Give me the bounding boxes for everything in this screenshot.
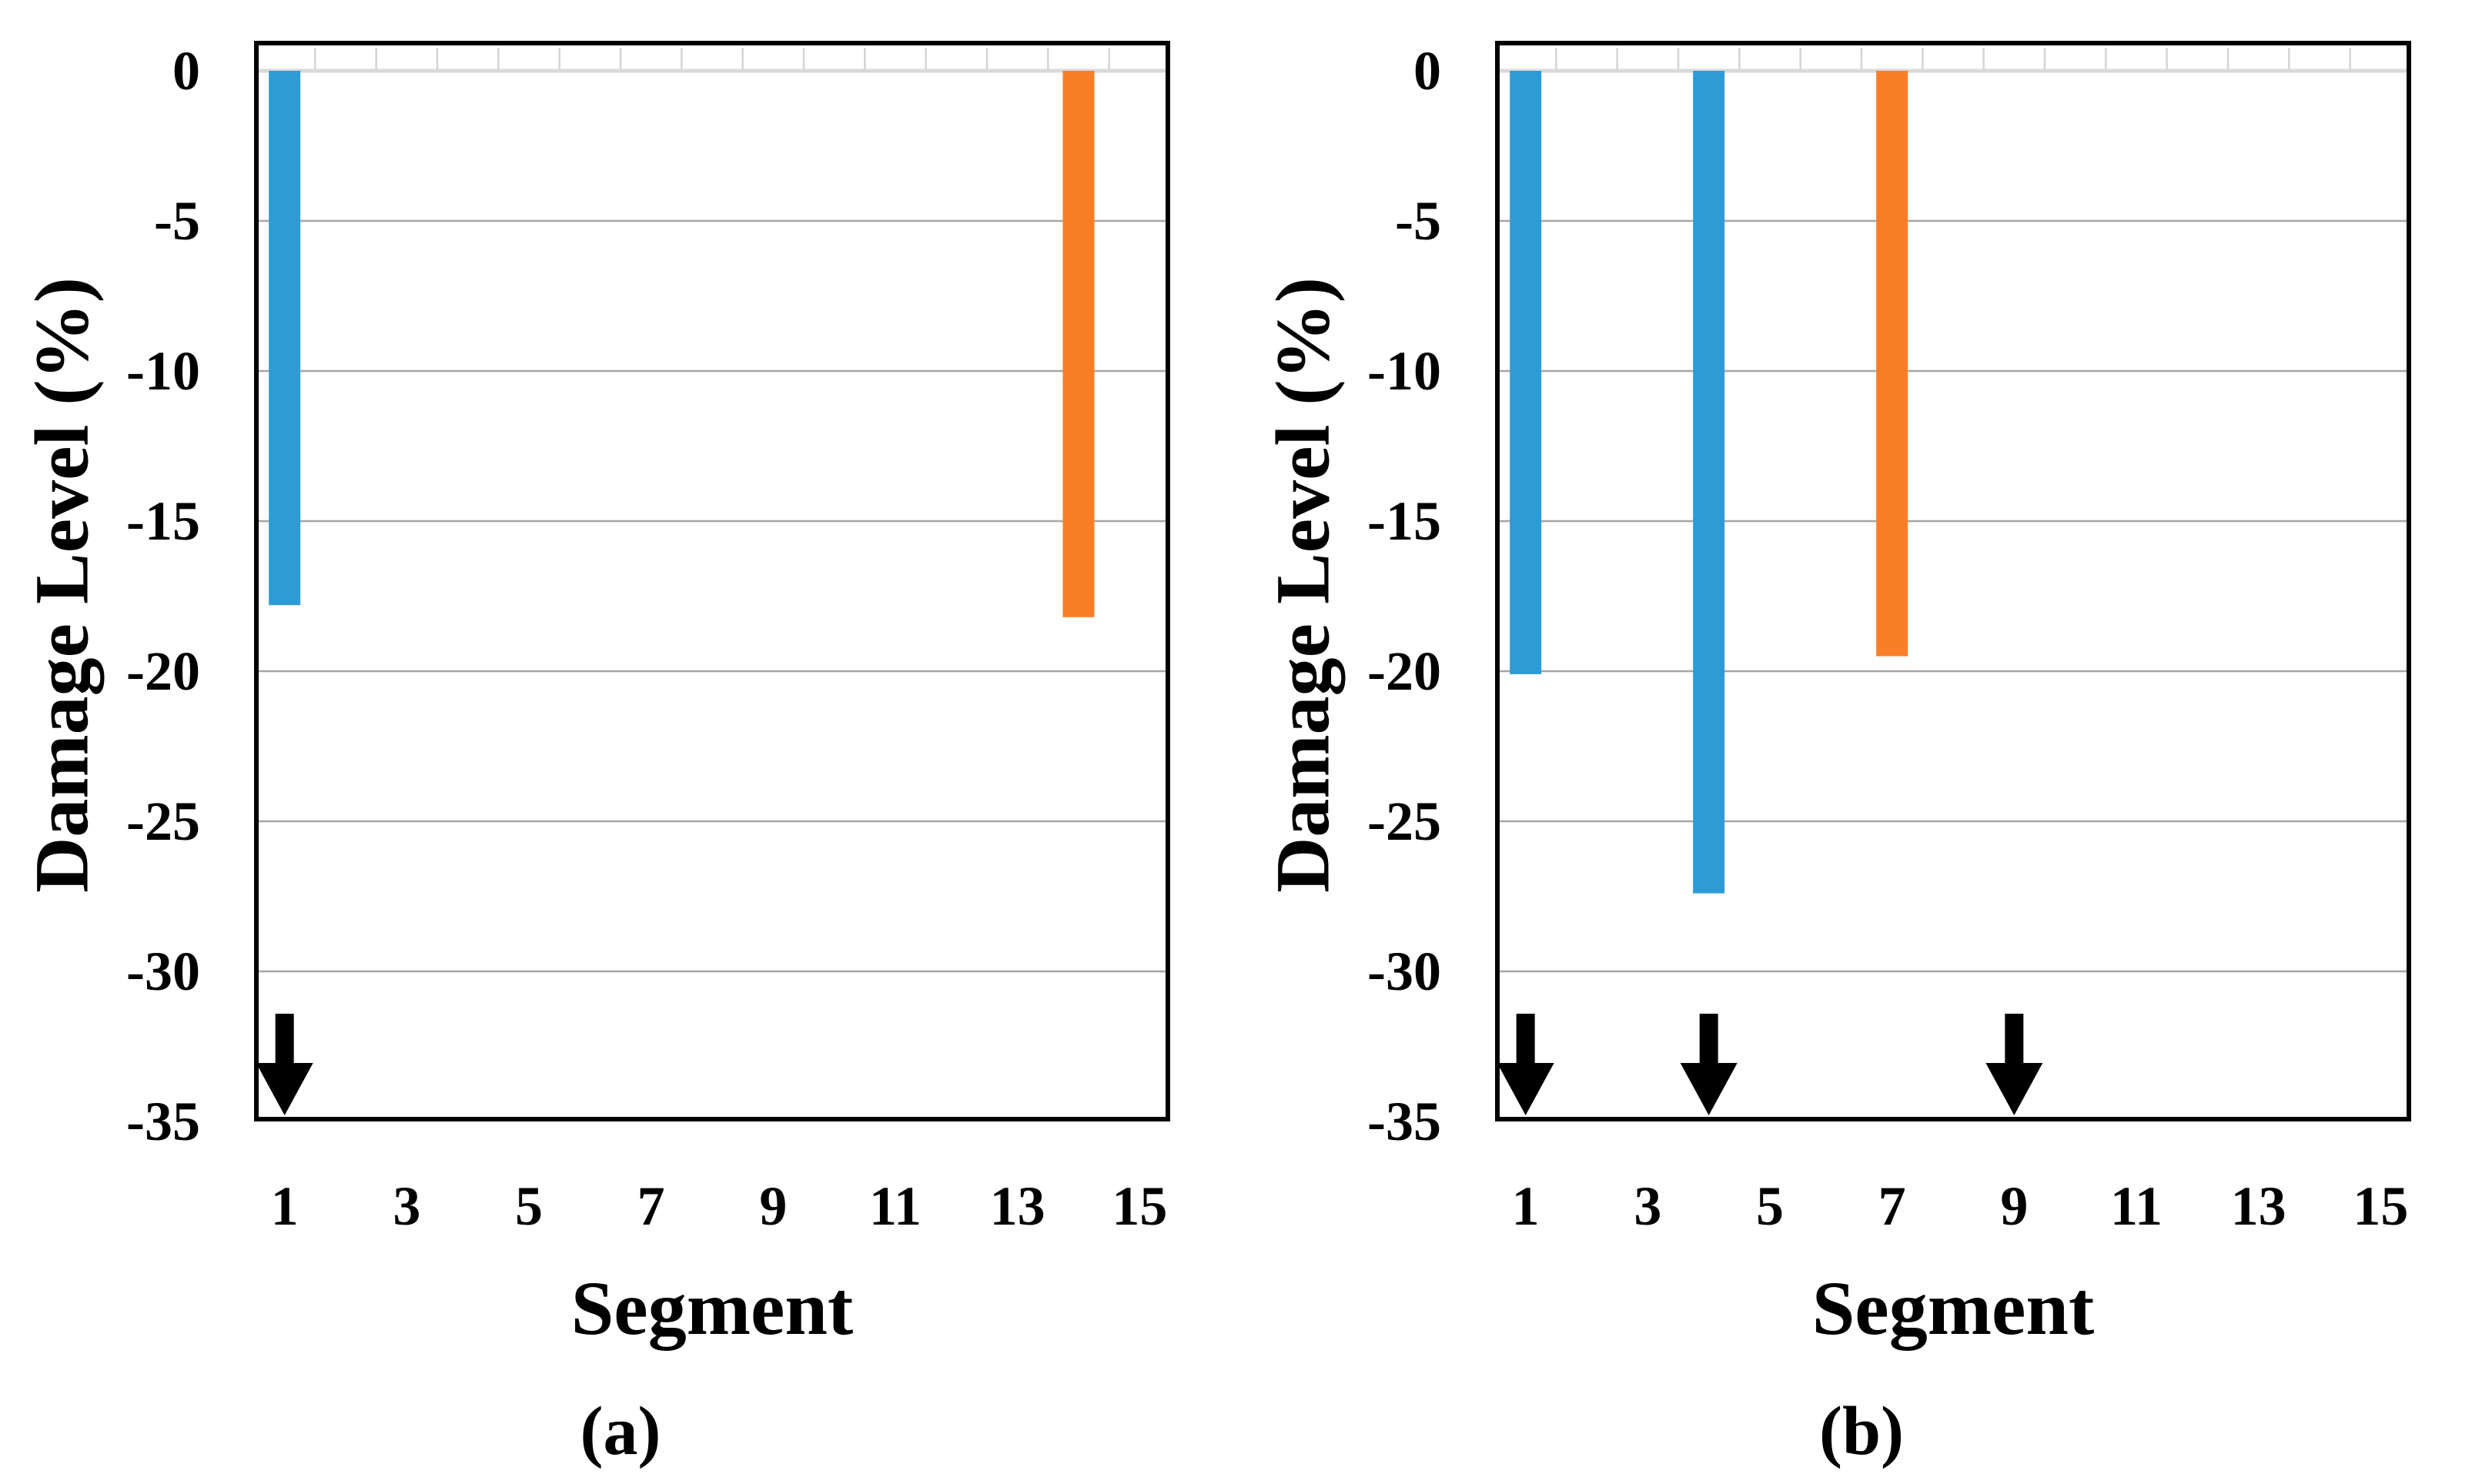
x-tick-label: 11 bbox=[868, 1175, 922, 1237]
damage-bar-segment-1 bbox=[1510, 71, 1542, 674]
plot-border bbox=[254, 41, 1170, 1121]
y-tick-label: -30 bbox=[126, 941, 200, 1002]
damage-arrow-segment-9 bbox=[1985, 1014, 2043, 1115]
x-tick-label: 15 bbox=[1112, 1175, 1168, 1237]
x-tick-label: 13 bbox=[2230, 1175, 2286, 1237]
x-tick-label: 5 bbox=[515, 1175, 543, 1237]
y-tick-label: -20 bbox=[1367, 640, 1441, 702]
plot-area bbox=[254, 41, 1170, 1121]
y-tick-label: -35 bbox=[1367, 1091, 1441, 1152]
x-axis-title: Segment bbox=[570, 1265, 854, 1351]
y-axis-tick-labels: 0 -5 -10 -15 -20 -25 -30 -35 bbox=[0, 40, 231, 1151]
x-axis-tick-labels: 1 3 5 7 9 11 13 15 bbox=[254, 1171, 1170, 1241]
chart-panel-b: Damage Level (%) 0 -5 -10 -15 -20 -25 -30 -35 1… bbox=[1241, 0, 2482, 1484]
y-tick-label: -15 bbox=[1367, 490, 1441, 552]
y-tick-label: -10 bbox=[1367, 340, 1441, 402]
y-tick-label: -5 bbox=[154, 190, 200, 252]
y-tick-label: -35 bbox=[126, 1091, 200, 1152]
y-tick-label: -25 bbox=[126, 790, 200, 852]
y-tick-label: -30 bbox=[1367, 941, 1441, 1002]
damage-bar-segment-4 bbox=[1693, 71, 1725, 894]
panel-caption: (b) bbox=[1819, 1393, 1904, 1469]
damage-bar-segment-7 bbox=[1876, 71, 1908, 657]
plot-border bbox=[1495, 41, 2411, 1121]
x-tick-label: 7 bbox=[1878, 1175, 1906, 1237]
y-axis-tick-labels: 0 -5 -10 -15 -20 -25 -30 -35 bbox=[1241, 40, 1472, 1151]
x-tick-label: 1 bbox=[270, 1175, 299, 1237]
damage-bar-segment-14 bbox=[1062, 71, 1095, 617]
x-tick-label: 9 bbox=[759, 1175, 788, 1237]
damage-arrow-segment-1 bbox=[1497, 1014, 1554, 1115]
y-tick-label: -10 bbox=[126, 340, 200, 402]
x-tick-label: 5 bbox=[1756, 1175, 1784, 1237]
x-tick-label: 7 bbox=[637, 1175, 665, 1237]
x-tick-label: 11 bbox=[2109, 1175, 2163, 1237]
damage-bar-segment-1 bbox=[269, 71, 301, 606]
x-tick-label: 13 bbox=[989, 1175, 1045, 1237]
x-tick-label: 3 bbox=[393, 1175, 421, 1237]
y-tick-label: -25 bbox=[1367, 790, 1441, 852]
y-tick-label: 0 bbox=[172, 40, 200, 102]
x-tick-label: 9 bbox=[2000, 1175, 2029, 1237]
plot-canvas bbox=[254, 41, 1170, 1121]
x-axis-title: Segment bbox=[1811, 1265, 2095, 1351]
chart-panel-a: Damage Level (%) 0 -5 -10 -15 -20 -25 -30 -35 1… bbox=[0, 40, 1170, 1469]
damage-arrow-segment-1 bbox=[256, 1014, 313, 1115]
x-axis-tick-labels: 1 3 5 7 9 11 13 15 bbox=[1495, 1171, 2411, 1241]
panel-caption: (a) bbox=[580, 1393, 661, 1469]
x-tick-label: 3 bbox=[1634, 1175, 1662, 1237]
y-tick-label: 0 bbox=[1413, 40, 1441, 102]
y-tick-label: -15 bbox=[126, 490, 200, 552]
x-tick-label: 1 bbox=[1511, 1175, 1540, 1237]
damage-arrow-segment-4 bbox=[1680, 1014, 1738, 1115]
y-tick-label: -5 bbox=[1395, 190, 1441, 252]
plot-canvas bbox=[1495, 41, 2411, 1121]
plot-area bbox=[1495, 41, 2411, 1121]
y-tick-label: -20 bbox=[126, 640, 200, 702]
x-tick-label: 15 bbox=[2353, 1175, 2409, 1237]
